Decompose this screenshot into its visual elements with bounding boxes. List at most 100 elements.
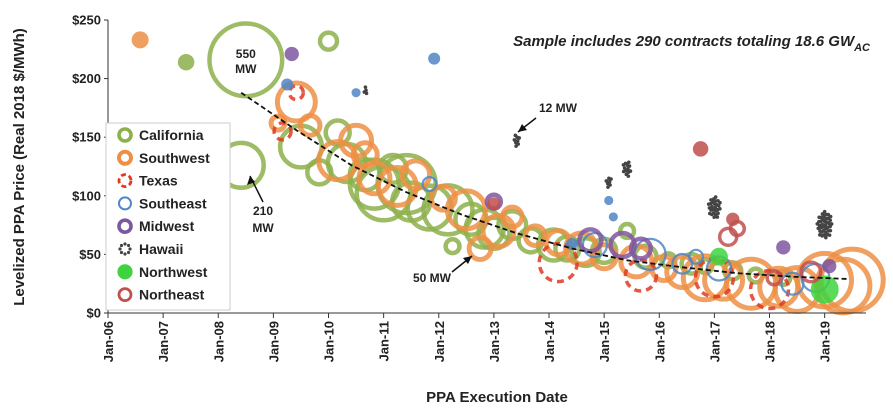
x-tick-label: Jan-09	[266, 321, 281, 362]
data-point-dot	[706, 202, 711, 206]
data-point	[604, 176, 613, 189]
x-tick-label: Jan-18	[763, 321, 778, 362]
legend: California Southwest Texas Southeast Midwest…	[105, 122, 231, 311]
legend-swatch	[117, 287, 133, 303]
legend-item: Texas	[117, 173, 178, 189]
legend-swatch-dot	[119, 250, 124, 255]
data-point	[284, 46, 299, 62]
data-point-dot	[816, 226, 821, 231]
annotation-label: 550	[236, 47, 256, 61]
legend-item: Northeast	[117, 287, 205, 303]
legend-label: California	[139, 127, 204, 143]
x-tick-label: Jan-19	[818, 321, 833, 362]
legend-item: Northwest	[117, 264, 208, 280]
data-point-dot	[707, 206, 712, 210]
data-point	[765, 269, 783, 287]
legend-label: Texas	[139, 173, 178, 189]
x-tick-label: Jan-08	[211, 321, 226, 362]
data-point	[776, 240, 791, 255]
data-point-dot	[815, 222, 820, 226]
data-point-dot	[709, 198, 713, 202]
data-point	[604, 195, 614, 206]
data-point-dot	[628, 169, 633, 173]
legend-item: Hawaii	[118, 241, 183, 257]
data-point	[522, 223, 548, 248]
data-point	[799, 260, 823, 284]
series-northeast	[487, 141, 823, 287]
data-point	[274, 80, 318, 124]
data-point-dot	[718, 200, 722, 205]
data-point	[687, 248, 705, 265]
x-tick-label: Jan-11	[377, 321, 392, 361]
data-point	[281, 78, 294, 91]
data-point-dot	[824, 235, 828, 240]
data-point	[512, 133, 522, 148]
legend-swatch-dot	[126, 250, 131, 255]
data-point-dot	[820, 212, 825, 216]
data-point-dot	[626, 174, 631, 178]
data-point	[362, 85, 369, 96]
data-point	[272, 121, 293, 142]
data-point	[287, 83, 306, 102]
y-tick-label: $250	[72, 13, 101, 28]
legend-swatch-dot	[118, 247, 122, 251]
sample-note: Sample includes 290 contracts totaling 1…	[513, 33, 871, 54]
data-point	[338, 122, 375, 159]
data-point	[810, 275, 839, 304]
data-point	[421, 176, 438, 193]
data-point	[692, 141, 709, 157]
data-point	[131, 31, 149, 49]
data-point	[444, 188, 488, 232]
data-point-dot	[716, 211, 720, 216]
data-point-dot	[828, 218, 833, 223]
data-point	[649, 253, 679, 283]
x-tick-label: Jan-10	[322, 321, 337, 362]
data-point-dot	[826, 212, 831, 217]
legend-label: Southwest	[139, 150, 210, 166]
data-point	[428, 52, 441, 65]
data-point-dot	[828, 228, 833, 233]
annotation-label: 50 MW	[413, 271, 452, 285]
data-point	[487, 197, 501, 211]
x-tick-label: Jan-12	[432, 321, 447, 362]
legend-item: California	[117, 127, 204, 143]
legend-swatch	[117, 149, 133, 166]
legend-item: Southeast	[118, 195, 207, 211]
series-hawaii	[362, 85, 834, 240]
y-tick-label: $150	[72, 130, 101, 145]
data-point	[608, 212, 618, 222]
trend-line	[240, 91, 848, 280]
x-tick-label: Jan-15	[597, 321, 612, 362]
series-northwest	[710, 247, 839, 304]
data-point-dot	[712, 215, 716, 220]
x-tick-label: Jan-16	[652, 321, 667, 362]
data-point-dot	[512, 138, 517, 142]
data-point	[399, 158, 433, 192]
legend-swatch-dot	[119, 243, 124, 248]
data-point	[443, 237, 462, 256]
data-point	[428, 183, 458, 213]
legend-swatch	[118, 196, 132, 211]
data-point-dot	[822, 209, 827, 214]
data-point	[671, 252, 694, 275]
y-tick-label: $100	[72, 188, 101, 203]
data-point-dot	[713, 195, 718, 199]
data-point	[728, 219, 747, 238]
data-point	[207, 21, 285, 99]
data-point-dot	[828, 214, 833, 219]
data-point	[466, 235, 494, 263]
data-point	[480, 212, 517, 249]
data-point-dot	[827, 221, 831, 226]
data-point-dot	[715, 215, 720, 219]
annotation-label: 12 MW	[539, 101, 578, 115]
data-point-dot	[622, 166, 627, 170]
data-point	[499, 204, 525, 230]
legend-label: Southeast	[139, 195, 207, 211]
y-tick-label: $200	[72, 71, 101, 86]
plot-area	[131, 21, 886, 316]
data-point-dot	[718, 207, 722, 211]
legend-label: Northwest	[139, 264, 208, 280]
data-point-dot	[363, 85, 368, 89]
data-point-dot	[514, 144, 518, 148]
